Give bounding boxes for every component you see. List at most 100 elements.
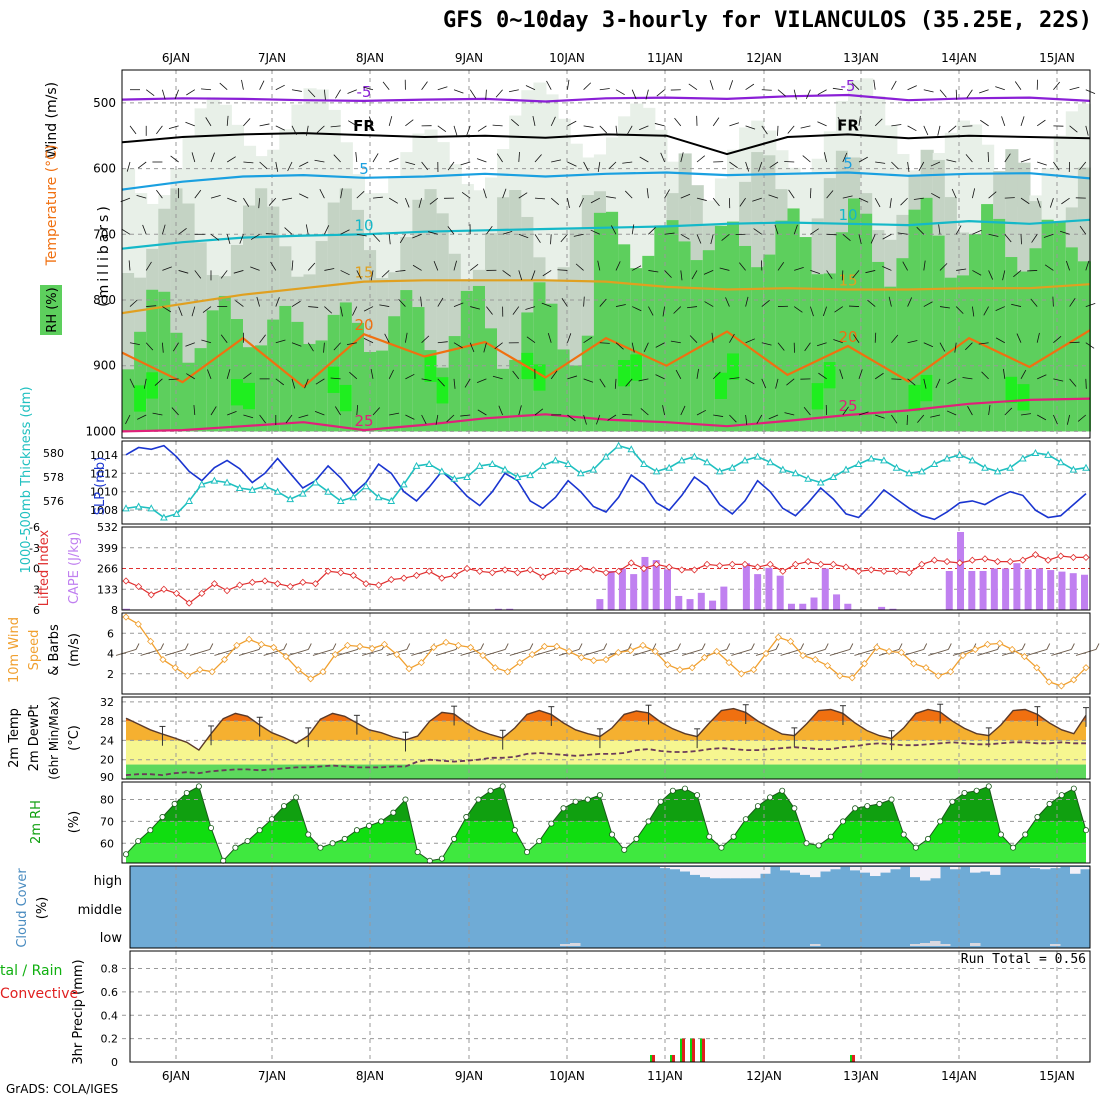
cloud-low-78 (910, 944, 921, 946)
rh-marker-76 (1046, 800, 1053, 807)
day-label-bottom-13JAN: 13JAN (843, 1069, 879, 1083)
cloud-high-85 (980, 867, 991, 872)
wind-barb-9-35 (696, 409, 707, 416)
wind-barb-4-34 (680, 233, 690, 240)
slp-frame (121, 440, 1091, 525)
li-marker-30 (501, 566, 509, 574)
wind-barb-6-38 (745, 296, 749, 307)
wind-barb-2-54 (1004, 153, 1011, 163)
wind-marker-66 (934, 672, 942, 680)
wind-barb-1-50 (937, 125, 941, 136)
wind-barb-7-34 (670, 340, 681, 344)
rh-band-dark-32 (509, 359, 523, 432)
isotherm-10 (121, 218, 1091, 250)
li-marker-50 (754, 563, 762, 571)
rh-marker-77 (1058, 792, 1065, 799)
wind-barb-6-41 (793, 306, 803, 313)
wind-barb-9-21 (460, 414, 471, 417)
wind-barb-3-25 (534, 197, 546, 200)
wind-barb-1-40 (777, 125, 779, 136)
wind-barb-4-55 (1020, 234, 1022, 245)
cloud-high-90 (1030, 867, 1041, 869)
precip-conv-5 (852, 1054, 855, 1062)
wind-barb-5-38 (738, 262, 746, 271)
wind-barb-4-48 (897, 232, 908, 235)
day-label-top-7JAN: 7JAN (258, 51, 286, 65)
wind-barb-2-12 (314, 159, 325, 163)
wind-barb-5-37 (719, 267, 730, 271)
wind-barb-4-53 (988, 233, 999, 237)
ytick-cape-3: 133 (97, 583, 118, 596)
wind-barb-4-10 (284, 227, 293, 235)
wind-barb-6-12 (324, 306, 333, 314)
wind-barb-9-12 (314, 411, 325, 416)
wind-barb-7-37 (729, 333, 735, 343)
li-marker-33 (539, 573, 547, 581)
rh-band-dark-19 (351, 322, 365, 432)
rh-marker-32 (511, 827, 518, 834)
precip-conv-2 (682, 1038, 685, 1062)
rh-marker-38 (584, 796, 591, 803)
wind-marker-11 (257, 640, 265, 648)
thickness-marker-65 (943, 454, 951, 462)
wind-barb-7-8 (259, 334, 266, 343)
wind-marker-47 (700, 653, 709, 662)
wind-barb-8-54 (1003, 368, 1006, 379)
wind-barb-5-36 (703, 270, 714, 275)
rh-marker-28 (463, 814, 470, 821)
wind-barb-1-21 (466, 125, 471, 136)
thickness-marker-73 (1044, 450, 1052, 458)
li-marker-38 (602, 569, 610, 577)
wind-barb-8-3 (168, 378, 179, 381)
wind-barb-9-15 (372, 407, 380, 416)
thickness-marker-47 (715, 467, 724, 475)
cloud-high-92 (1050, 867, 1061, 869)
wind-marker-9 (233, 641, 241, 649)
upper-air-frame (121, 69, 1091, 439)
rh-band-dark-38 (581, 335, 595, 432)
wind-barb-6-52 (972, 306, 975, 317)
wind-barb-1-48 (907, 125, 917, 132)
wind-barb-9-32 (640, 408, 649, 416)
ytick-p-500: 500 (93, 96, 116, 110)
ylabel-wind10m-1: 10m Wind (7, 617, 22, 683)
ylabel-temp-4: (°C) (67, 725, 82, 751)
rh-band-bright-74 (1017, 384, 1031, 411)
cape-bar-83 (1058, 571, 1066, 610)
wind-barb-5-57 (1044, 264, 1054, 271)
wind-barb-8-28 (583, 378, 594, 383)
wind-barb-8-40 (775, 378, 779, 389)
isotherm-label-5-1: 5 (843, 155, 853, 173)
cape-bar-63 (833, 594, 841, 610)
wind-barb-4-20 (447, 226, 455, 235)
wind-barb-9-8 (259, 414, 266, 424)
wind-marker-68 (959, 651, 967, 660)
wind-barb-6-13 (340, 306, 343, 317)
wind-barb-7-16 (384, 333, 390, 343)
wind-barb-9-56 (1037, 414, 1047, 421)
wind-marker-30 (491, 664, 499, 672)
ytick-p-800: 800 (93, 293, 116, 307)
cape-bar-57 (765, 567, 773, 610)
wind-barb-10m-42 (632, 649, 654, 656)
thickness-marker-37 (589, 465, 598, 473)
rh-marker-22 (390, 809, 397, 816)
precip-conv-4 (702, 1038, 705, 1062)
dewpoint-line (125, 741, 1086, 777)
wind-barb-9-10 (285, 414, 293, 424)
wind-barb-3-12 (319, 189, 325, 199)
wind-barb-5-11 (307, 262, 316, 271)
wind-barb-7-36 (711, 332, 714, 343)
precip-conv-1 (672, 1054, 675, 1062)
wind-barb-10m-66 (928, 649, 949, 656)
cape-bar-64 (844, 603, 852, 610)
rh-band-dark-43 (642, 255, 656, 432)
ytick-p-600: 600 (93, 162, 116, 176)
wind-barb-1-14 (348, 120, 358, 127)
wind-frame (121, 612, 1091, 695)
thickness-marker-12 (273, 487, 282, 495)
day-label-top-8JAN: 8JAN (356, 51, 384, 65)
rh-marker-61 (864, 803, 871, 810)
